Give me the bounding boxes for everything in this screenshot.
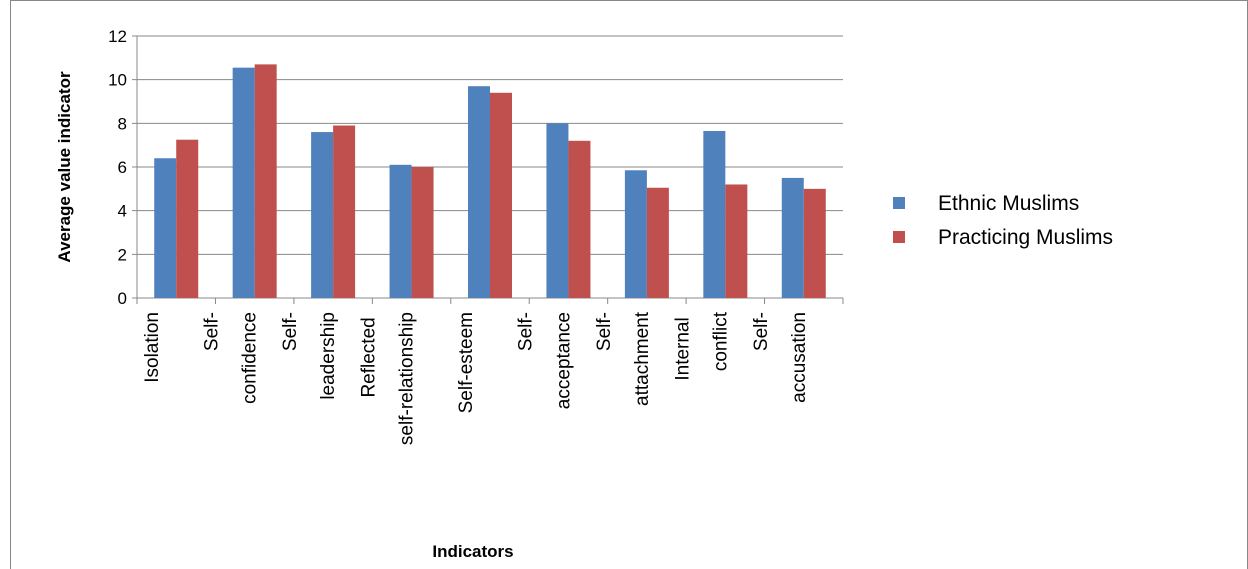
legend-label: Ethnic Muslims bbox=[938, 192, 1079, 215]
x-axis-title: Indicators bbox=[432, 542, 513, 561]
bar bbox=[176, 139, 199, 298]
x-tick-label: Self-attachment bbox=[594, 311, 653, 406]
bar bbox=[254, 64, 277, 298]
x-tick-label: Isolation bbox=[142, 312, 163, 383]
bar bbox=[333, 125, 356, 299]
bar bbox=[781, 177, 804, 298]
x-tick-label: Self-leadership bbox=[280, 312, 339, 400]
bar bbox=[624, 170, 647, 298]
bar bbox=[725, 184, 748, 298]
bar bbox=[646, 187, 669, 298]
y-tick-label: 10 bbox=[108, 71, 127, 90]
y-tick-label: 0 bbox=[118, 289, 127, 308]
bar bbox=[468, 86, 490, 298]
bar bbox=[411, 167, 434, 298]
bar bbox=[546, 123, 569, 298]
bar bbox=[568, 140, 591, 298]
bar bbox=[311, 132, 334, 298]
y-tick-label: 4 bbox=[118, 202, 127, 221]
bar bbox=[490, 92, 512, 299]
y-tick-label: 12 bbox=[108, 27, 127, 46]
y-tick-label: 2 bbox=[118, 245, 127, 264]
bar bbox=[154, 158, 177, 298]
x-tick-label: Self-confidence bbox=[202, 312, 261, 404]
bar bbox=[232, 67, 255, 299]
x-tick-label: Reflected self-relationship bbox=[359, 312, 418, 445]
y-tick-label: 6 bbox=[118, 158, 127, 177]
x-tick-label: Self-esteem bbox=[456, 312, 477, 413]
x-tick-label: Self-acceptance bbox=[515, 312, 574, 409]
legend-swatch bbox=[893, 197, 905, 209]
bar bbox=[389, 164, 412, 298]
legend-swatch bbox=[893, 231, 905, 243]
legend-label: Practicing Muslims bbox=[938, 226, 1113, 249]
bar bbox=[803, 188, 826, 298]
bar bbox=[703, 130, 726, 298]
y-tick-label: 8 bbox=[118, 114, 127, 133]
x-tick-label: Internal conflict bbox=[672, 311, 731, 380]
x-tick-label: Self-accusation bbox=[751, 312, 810, 403]
y-axis-title: Average value indicator bbox=[55, 71, 74, 263]
